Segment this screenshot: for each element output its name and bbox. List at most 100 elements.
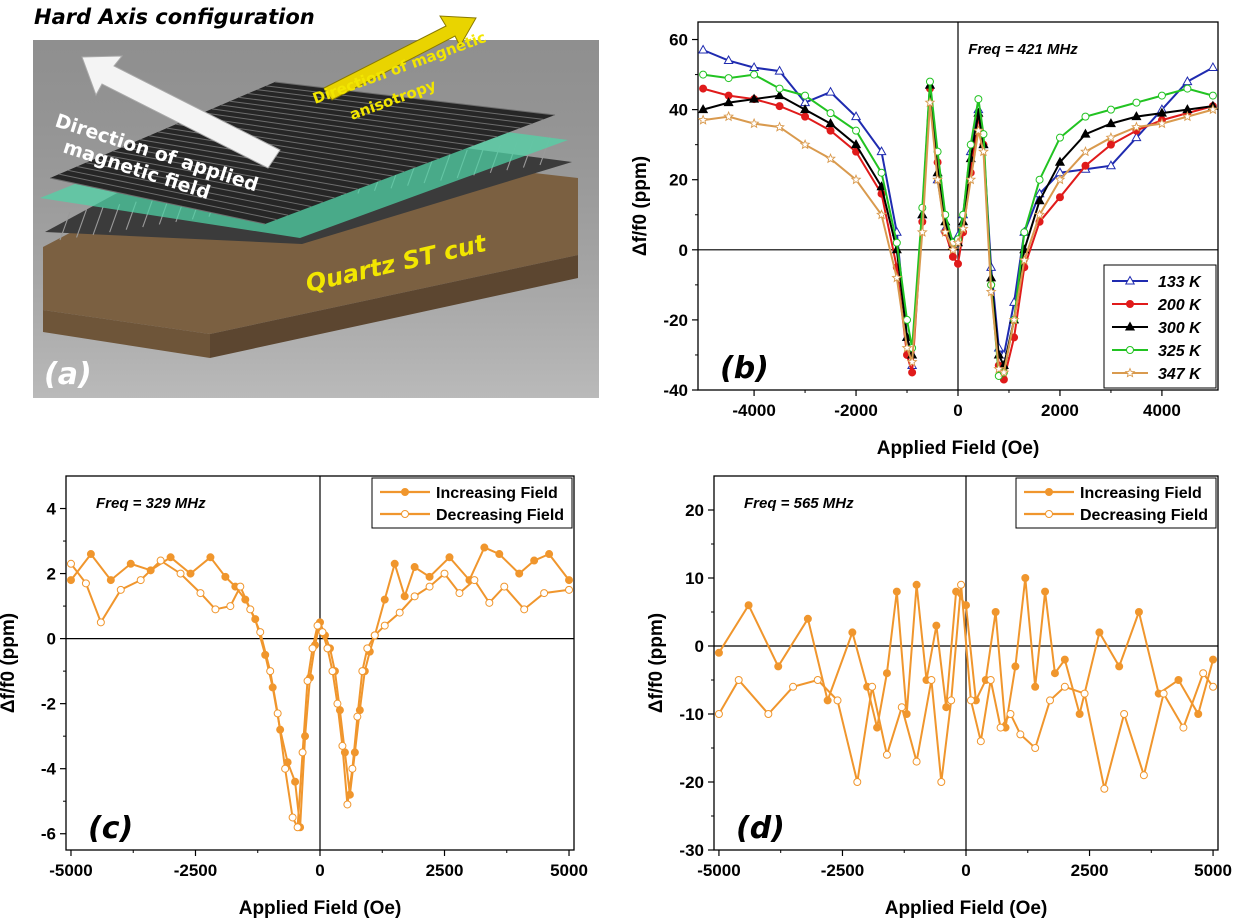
- data-point: [966, 696, 975, 705]
- data-point: [1045, 488, 1053, 496]
- data-point: [81, 579, 90, 588]
- idt-stripe: [76, 209, 88, 238]
- data-point: [800, 104, 811, 114]
- film-stripe: [247, 93, 521, 129]
- legend-label: 300 K: [1158, 320, 1202, 337]
- data-point: [266, 667, 275, 676]
- data-point: [1050, 669, 1059, 678]
- data-point: [972, 124, 984, 136]
- idt-stripe: [92, 206, 104, 236]
- data-point: [166, 553, 175, 562]
- data-point: [455, 589, 464, 598]
- data-point: [1156, 117, 1168, 129]
- data-point: [932, 621, 941, 630]
- data-point: [1174, 676, 1183, 684]
- data-point: [401, 510, 409, 518]
- data-point: [1080, 689, 1089, 698]
- x-tick-label: 2000: [1041, 401, 1079, 420]
- data-point: [291, 777, 300, 786]
- data-point: [66, 576, 75, 585]
- data-point: [1134, 608, 1143, 616]
- data-point: [925, 77, 934, 86]
- data-point: [1054, 173, 1066, 185]
- data-point: [1021, 574, 1030, 582]
- data-point: [774, 121, 785, 132]
- data-point: [801, 112, 810, 121]
- x-tick-label: -2000: [834, 401, 877, 420]
- data-point: [328, 667, 337, 676]
- data-point: [957, 580, 966, 589]
- data-point: [774, 662, 783, 671]
- data-point: [495, 550, 504, 559]
- x-tick-label: 0: [315, 861, 324, 880]
- x-tick-label: 4000: [1143, 401, 1181, 420]
- x-tick-label: -5000: [697, 861, 740, 880]
- data-point: [1115, 662, 1124, 671]
- series-line: [702, 87, 1214, 383]
- film-stripe: [49, 177, 266, 225]
- data-point: [1157, 91, 1166, 100]
- data-point: [1126, 300, 1134, 308]
- x-tick-label: 2500: [426, 861, 464, 880]
- x-axis-label: Applied Field (Oe): [885, 898, 1048, 919]
- y-tick-label: 40: [669, 101, 688, 120]
- data-point: [813, 676, 822, 684]
- data-point: [565, 585, 574, 594]
- film-stripe: [193, 116, 451, 155]
- data-point: [565, 576, 574, 585]
- data-point: [901, 342, 913, 353]
- data-point: [939, 226, 951, 237]
- data-point: [966, 140, 975, 149]
- data-point: [156, 556, 165, 565]
- data-point: [370, 631, 379, 640]
- data-point: [1131, 111, 1142, 121]
- data-point: [965, 173, 977, 185]
- data-point: [425, 582, 434, 591]
- data-point: [882, 750, 891, 759]
- data-point: [196, 589, 205, 598]
- data-point: [1124, 367, 1136, 378]
- data-point: [749, 93, 760, 103]
- data-point: [1031, 682, 1040, 691]
- legend-box: [371, 477, 573, 529]
- data-point: [390, 559, 399, 568]
- frequency-annotation: Freq = 565 MHz: [744, 495, 854, 512]
- data-point: [948, 252, 957, 261]
- data-point: [1131, 121, 1142, 132]
- data-point: [924, 96, 936, 108]
- data-point: [876, 146, 887, 156]
- data-point: [957, 223, 969, 234]
- x-tick-label: -4000: [732, 401, 775, 420]
- data-point: [986, 676, 995, 684]
- data-point: [937, 778, 946, 786]
- film-stripe: [211, 108, 474, 147]
- y-tick-label: -40: [663, 381, 688, 400]
- chart-b: -4000 -2000 0 2000 4000 -40 -20 0 20 40 60 Applied …: [630, 21, 1219, 459]
- legend: 133 K 200 K 300 K 325 K 347 K: [1103, 264, 1217, 389]
- x-tick-label: 0: [953, 401, 962, 420]
- data-point: [916, 226, 928, 237]
- y-tick-label: 0: [679, 241, 688, 260]
- idt-stripe: [59, 211, 71, 241]
- data-point: [942, 703, 951, 712]
- data-point: [545, 550, 554, 559]
- data-point: [348, 764, 357, 773]
- data-point: [176, 569, 185, 578]
- data-point: [823, 696, 832, 705]
- data-point: [952, 237, 964, 248]
- data-point: [281, 764, 290, 773]
- data-point: [868, 682, 877, 691]
- data-point: [1081, 161, 1090, 170]
- series-line: [702, 102, 1214, 375]
- data-point: [338, 741, 347, 750]
- data-point: [826, 109, 835, 118]
- data-point: [744, 601, 753, 610]
- y-axis-label: Δf/f0 (ppm): [630, 156, 651, 256]
- data-point: [852, 126, 861, 135]
- panel-label: (b): [720, 351, 769, 386]
- data-point: [380, 595, 389, 604]
- data-point: [877, 168, 886, 177]
- substrate-front: [43, 310, 210, 358]
- data-point: [256, 628, 265, 637]
- data-point: [1182, 76, 1193, 86]
